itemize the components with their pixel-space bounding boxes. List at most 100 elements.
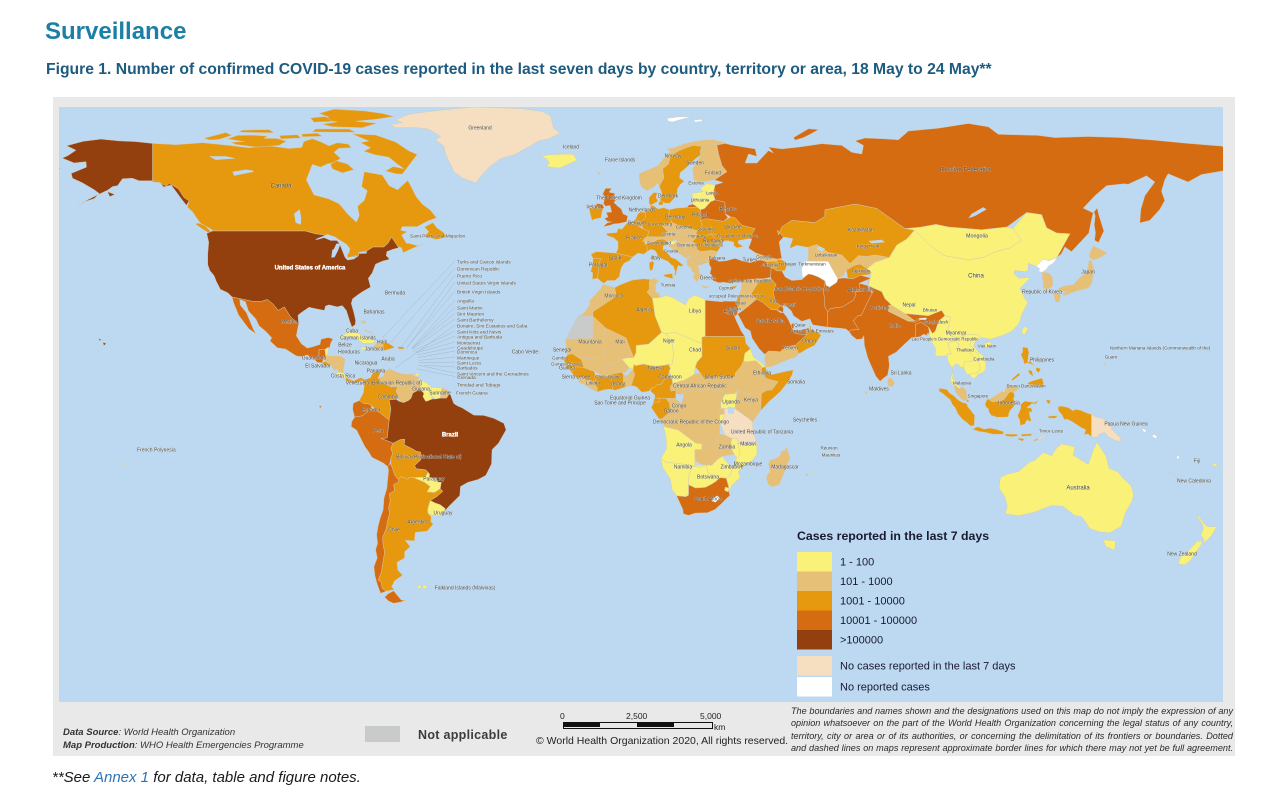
svg-text:Libya: Libya	[689, 309, 701, 315]
svg-text:Brazil: Brazil	[442, 433, 459, 439]
svg-text:Costa Rica: Costa Rica	[331, 374, 356, 380]
svg-text:Netherlands: Netherlands	[629, 208, 656, 214]
svg-text:Georgia: Georgia	[756, 255, 773, 260]
svg-text:Ghana: Ghana	[610, 382, 625, 388]
svg-text:British Virgin Islands: British Virgin Islands	[457, 290, 501, 296]
svg-text:New Zealand: New Zealand	[1167, 552, 1197, 558]
svg-text:India: India	[890, 324, 901, 330]
svg-text:>100000: >100000	[840, 635, 883, 647]
svg-text:Mauritania: Mauritania	[578, 340, 602, 346]
svg-text:Iran (Islamic Republic of): Iran (Islamic Republic of)	[774, 287, 830, 293]
svg-text:Congo: Congo	[672, 404, 687, 410]
svg-text:Senegal: Senegal	[553, 348, 571, 354]
svg-text:Slovakia: Slovakia	[697, 227, 715, 232]
svg-text:Czechia: Czechia	[676, 225, 693, 230]
svg-text:Cameroon: Cameroon	[658, 375, 682, 381]
svg-text:Philippines: Philippines	[1030, 358, 1055, 364]
svg-text:Anguilla: Anguilla	[457, 299, 474, 305]
svg-text:Northern Mariana Islands (Comm: Northern Mariana Islands (Commonwealth o…	[1110, 346, 1211, 351]
svg-text:Mauritius: Mauritius	[822, 453, 841, 458]
svg-text:Guatemala: Guatemala	[302, 356, 327, 362]
svg-text:Guadeloupe: Guadeloupe	[457, 346, 483, 352]
svg-text:Niger: Niger	[663, 339, 675, 345]
svg-text:Latvia: Latvia	[706, 191, 719, 196]
svg-text:Gambia: Gambia	[552, 356, 569, 361]
svg-text:No reported cases: No reported cases	[840, 682, 930, 694]
svg-text:Mongolia: Mongolia	[966, 234, 988, 240]
svg-text:Brunei Darussalam: Brunei Darussalam	[1006, 384, 1045, 389]
svg-text:Bulgaria: Bulgaria	[709, 256, 726, 261]
svg-text:Greece: Greece	[700, 276, 717, 282]
svg-text:France: France	[626, 236, 642, 242]
svg-text:Bolivia (Plurinational State o: Bolivia (Plurinational State of)	[396, 455, 462, 461]
svg-text:1001 - 10000: 1001 - 10000	[840, 596, 905, 608]
svg-text:Yemen: Yemen	[782, 346, 798, 352]
svg-text:Israel: Israel	[736, 301, 747, 306]
svg-text:Somalia: Somalia	[787, 380, 805, 386]
svg-text:Sao Tome and Principe: Sao Tome and Principe	[594, 401, 646, 407]
svg-text:Zimbabwe: Zimbabwe	[720, 465, 743, 471]
svg-text:Uzbekistan: Uzbekistan	[815, 253, 838, 258]
svg-text:Russian Federation: Russian Federation	[940, 168, 992, 174]
svg-text:Sweden: Sweden	[686, 161, 704, 167]
svg-text:Malawi: Malawi	[740, 442, 756, 448]
svg-text:Liberia: Liberia	[586, 381, 600, 386]
svg-text:Guinea: Guinea	[559, 366, 575, 372]
svg-text:Saint Lucia: Saint Lucia	[457, 361, 481, 367]
svg-text:Fiji: Fiji	[1194, 459, 1200, 465]
svg-text:Algeria: Algeria	[636, 308, 652, 314]
svg-text:Indonesia: Indonesia	[998, 401, 1020, 407]
svg-text:Puerto Rico: Puerto Rico	[457, 274, 482, 280]
svg-text:Pakistan: Pakistan	[870, 306, 889, 312]
svg-text:El Salvador: El Salvador	[305, 364, 331, 370]
svg-text:10001 - 100000: 10001 - 100000	[840, 615, 917, 627]
svg-text:Seychelles: Seychelles	[793, 418, 818, 424]
svg-text:Saint Barthélemy: Saint Barthélemy	[457, 318, 494, 324]
svg-text:Zambia: Zambia	[719, 445, 736, 451]
svg-text:Tajikistan: Tajikistan	[852, 269, 871, 274]
svg-text:Saint Kitts and Nevis: Saint Kitts and Nevis	[457, 330, 502, 336]
svg-text:Dominica: Dominica	[457, 350, 477, 356]
svg-text:Côte d'Ivoire: Côte d'Ivoire	[595, 375, 621, 380]
svg-text:No cases reported in the last: No cases reported in the last 7 days	[840, 661, 1016, 673]
svg-text:Falkland Islands (Malvinas): Falkland Islands (Malvinas)	[435, 586, 496, 592]
svg-text:Botswana: Botswana	[697, 475, 719, 481]
svg-text:Saint Martin: Saint Martin	[457, 306, 483, 312]
svg-text:Portugal: Portugal	[589, 263, 608, 269]
svg-text:Belize: Belize	[338, 343, 352, 349]
svg-text:Turkey: Turkey	[742, 258, 758, 264]
svg-text:Bosnia and Herzegovina: Bosnia and Herzegovina	[677, 243, 723, 248]
svg-text:Croatia: Croatia	[664, 249, 679, 254]
svg-text:New Caledonia: New Caledonia	[1177, 479, 1211, 485]
svg-text:Cayman Islands: Cayman Islands	[340, 336, 376, 342]
svg-text:Cyprus: Cyprus	[719, 286, 734, 291]
svg-text:Turks and Caicos Islands: Turks and Caicos Islands	[457, 260, 511, 266]
svg-text:The United Kingdom: The United Kingdom	[596, 196, 642, 202]
svg-text:Argentina: Argentina	[407, 520, 429, 526]
svg-text:Bangladesh: Bangladesh	[924, 320, 949, 325]
svg-text:Ethiopia: Ethiopia	[753, 371, 771, 377]
svg-text:South Africa: South Africa	[695, 497, 722, 503]
svg-text:Uruguay: Uruguay	[434, 511, 453, 517]
svg-text:United Arab Emirates: United Arab Emirates	[790, 329, 834, 334]
svg-text:Sint Maarten: Sint Maarten	[457, 312, 485, 318]
svg-text:Republic of Moldova: Republic of Moldova	[717, 234, 759, 239]
svg-text:Barbados: Barbados	[457, 366, 478, 372]
svg-text:Tunisia: Tunisia	[661, 283, 676, 288]
svg-text:China: China	[968, 274, 984, 280]
svg-text:Mexico: Mexico	[281, 320, 297, 326]
svg-text:occupied Palestinian territory: occupied Palestinian territory	[709, 294, 766, 299]
svg-text:Austria: Austria	[661, 232, 676, 237]
svg-text:Belgium: Belgium	[628, 221, 646, 227]
svg-text:Saint Vincent and the Grenadin: Saint Vincent and the Grenadines	[457, 372, 529, 378]
svg-text:Ecuador: Ecuador	[362, 408, 381, 414]
svg-text:Morocco: Morocco	[604, 294, 623, 300]
svg-text:Equatorial Guinea: Equatorial Guinea	[610, 396, 650, 402]
svg-text:Belarus: Belarus	[720, 207, 737, 213]
svg-text:Peru: Peru	[373, 429, 384, 435]
svg-text:French Polynesia: French Polynesia	[137, 448, 176, 454]
svg-text:Australia: Australia	[1066, 486, 1090, 492]
svg-text:Papua New Guinea: Papua New Guinea	[1104, 422, 1148, 428]
svg-text:Norway: Norway	[665, 154, 682, 160]
svg-text:Canada: Canada	[270, 184, 292, 190]
